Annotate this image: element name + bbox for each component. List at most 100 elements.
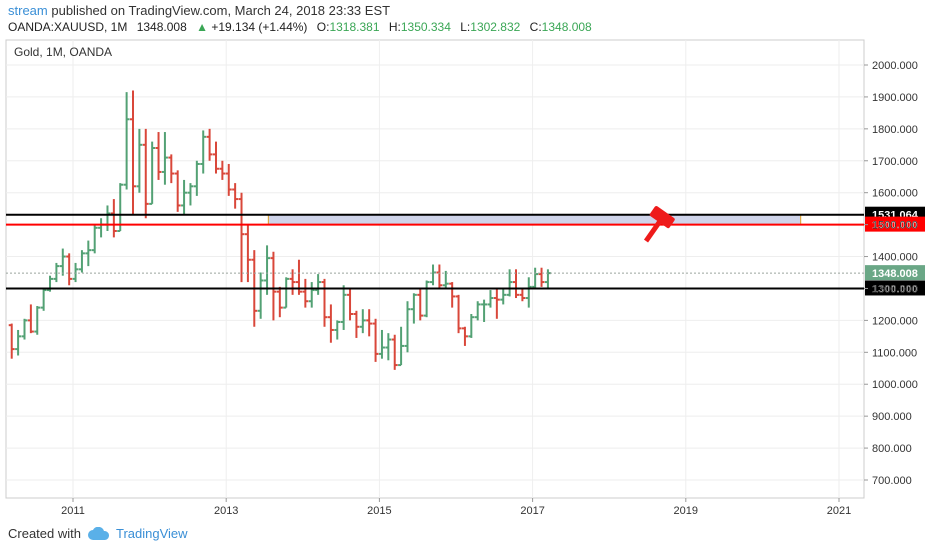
ohlc-bar bbox=[270, 251, 277, 321]
ohlc-bar bbox=[136, 128, 143, 193]
up-arrow-icon: ▲ bbox=[196, 20, 208, 34]
author-link[interactable]: stream bbox=[8, 3, 48, 18]
y-tick-label: 1500.000 bbox=[872, 220, 918, 232]
y-tick-label: 1700.000 bbox=[872, 156, 918, 168]
ohlc-bar bbox=[321, 278, 328, 327]
ohlc-bar bbox=[200, 130, 207, 174]
ohlc-bar bbox=[519, 288, 526, 302]
ohlc-bar bbox=[302, 278, 309, 308]
ohlc-bar bbox=[59, 248, 66, 276]
cloud-icon bbox=[88, 526, 110, 540]
ohlc-bar bbox=[391, 334, 398, 370]
y-tick-label: 1900.000 bbox=[872, 92, 918, 104]
x-tick-label: 2011 bbox=[61, 505, 85, 517]
x-tick-label: 2013 bbox=[214, 505, 238, 517]
ohlc-bar bbox=[410, 293, 417, 324]
y-tick-label: 1200.000 bbox=[872, 315, 918, 327]
low-label: L: bbox=[460, 20, 471, 34]
ohlc-bar bbox=[117, 183, 124, 232]
ohlc-bar bbox=[238, 192, 245, 283]
ohlc-bar bbox=[532, 267, 539, 289]
ohlc-bar bbox=[423, 280, 430, 318]
ohlc-bar bbox=[493, 288, 500, 319]
ohlc-bar bbox=[513, 269, 520, 299]
y-tick-label: 700.000 bbox=[872, 475, 912, 487]
ohlc-bar bbox=[244, 224, 251, 283]
ohlc-bar bbox=[130, 90, 137, 216]
ohlc-bar bbox=[340, 285, 347, 330]
ohlc-bar bbox=[193, 160, 200, 196]
x-tick-label: 2015 bbox=[367, 505, 391, 517]
ohlc-bar bbox=[347, 288, 354, 321]
x-tick-label: 2021 bbox=[827, 505, 851, 517]
ohlc-bar bbox=[40, 288, 47, 311]
ohlc-bar bbox=[142, 128, 149, 219]
gavel-icon bbox=[643, 206, 675, 243]
ohlc-bar bbox=[327, 304, 334, 343]
level-label: 1300.000 bbox=[872, 283, 918, 295]
x-tick-label: 2017 bbox=[520, 505, 544, 517]
y-tick-label: 2000.000 bbox=[872, 60, 918, 72]
ohlc-bar bbox=[161, 132, 168, 185]
ohlc-bar bbox=[506, 269, 513, 297]
ohlc-bar bbox=[232, 183, 239, 209]
ohlc-bar bbox=[257, 272, 264, 319]
change-value: +19.134 (+1.44%) bbox=[211, 20, 308, 34]
ohlc-bar bbox=[276, 286, 283, 318]
ohlc-bar bbox=[436, 264, 443, 289]
y-tick-label: 1400.000 bbox=[872, 252, 918, 264]
ohlc-bar bbox=[372, 318, 379, 362]
level-label: 1348.008 bbox=[872, 268, 918, 280]
ohlc-bar bbox=[283, 277, 290, 309]
y-tick-label: 1600.000 bbox=[872, 188, 918, 200]
tradingview-link[interactable]: TradingView bbox=[87, 526, 188, 541]
price-zone bbox=[267, 214, 802, 226]
x-tick-label: 2019 bbox=[674, 505, 698, 517]
ohlc-bar bbox=[474, 301, 481, 321]
ohlc-bar bbox=[359, 309, 366, 334]
ohlc-bars bbox=[8, 90, 551, 370]
ohlc-bar bbox=[219, 160, 226, 180]
ohlc-bar bbox=[315, 274, 322, 295]
level-badge bbox=[865, 280, 925, 296]
tradingview-brand: TradingView bbox=[115, 526, 188, 541]
y-tick-label: 1000.000 bbox=[872, 379, 918, 391]
open-label: O: bbox=[316, 20, 330, 34]
close-value: 1348.008 bbox=[541, 20, 592, 34]
y-tick-label: 900.000 bbox=[872, 411, 912, 423]
ohlc-bar bbox=[538, 267, 545, 287]
ohlc-bar bbox=[353, 310, 360, 338]
low-value: 1302.832 bbox=[470, 20, 521, 34]
symbol-info: OANDA:XAUUSD, 1M 1348.008 ▲ +19.134 (+1.… bbox=[8, 20, 592, 34]
ohlc-bar bbox=[15, 329, 22, 356]
ohlc-bar bbox=[91, 224, 98, 254]
grid bbox=[6, 40, 864, 498]
ohlc-bar bbox=[264, 245, 271, 295]
y-tick-label: 1100.000 bbox=[872, 347, 917, 359]
ohlc-bar bbox=[404, 301, 411, 353]
ohlc-bar bbox=[34, 306, 41, 335]
ohlc-bar bbox=[468, 314, 475, 338]
published-text: published on TradingView.com, March 24, … bbox=[51, 3, 391, 18]
ohlc-bar bbox=[8, 323, 15, 359]
y-tick-label: 800.000 bbox=[872, 443, 912, 455]
ohlc-bar bbox=[461, 326, 468, 346]
publish-info: stream published on TradingView.com, Mar… bbox=[8, 3, 390, 18]
ohlc-bar bbox=[27, 304, 34, 334]
ohlc-bar bbox=[449, 282, 456, 308]
x-axis: 2011 2013 2015 2017 2019 2021 bbox=[61, 498, 851, 517]
ohlc-bar bbox=[366, 309, 373, 337]
ohlc-bar bbox=[455, 294, 462, 334]
ohlc-bar bbox=[21, 318, 28, 340]
ohlc-bar bbox=[168, 154, 175, 184]
symbol-label: OANDA:XAUUSD, 1M bbox=[8, 20, 128, 34]
ohlc-bar bbox=[155, 132, 162, 180]
zone-rect bbox=[267, 214, 802, 226]
ohlc-bar bbox=[123, 92, 130, 190]
ohlc-bar bbox=[206, 128, 213, 161]
ohlc-bar bbox=[385, 333, 392, 361]
ohlc-bar bbox=[308, 282, 315, 308]
ohlc-bar bbox=[72, 262, 79, 283]
